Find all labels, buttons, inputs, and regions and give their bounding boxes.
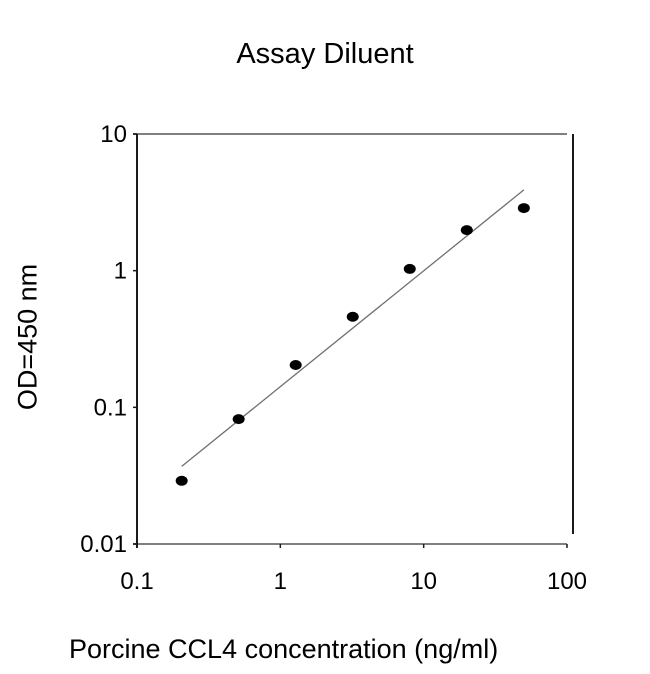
chart-title: Assay Diluent: [236, 38, 414, 70]
data-point: [232, 414, 245, 425]
x-tick-label: 100: [547, 568, 587, 595]
data-point: [517, 203, 530, 214]
axis-ticks: 0.1 1 10 100 0.01 0.1 1 10: [80, 121, 587, 595]
y-tick-label: 0.1: [94, 394, 127, 421]
y-tick-label: 10: [100, 121, 127, 148]
data-point: [175, 475, 188, 486]
data-point: [460, 225, 473, 236]
y-tick-label: 0.01: [80, 531, 127, 558]
data-point: [403, 263, 416, 274]
y-tick-label: 1: [114, 258, 127, 285]
plot-frame: [133, 133, 574, 548]
data-point: [346, 311, 359, 322]
x-tick-label: 1: [274, 568, 287, 595]
x-tick-label: 10: [410, 568, 437, 595]
data-point: [289, 360, 302, 371]
x-tick-label: 0.1: [120, 568, 153, 595]
data-points: [175, 203, 530, 486]
x-axis-label: Porcine CCL4 concentration (ng/ml): [69, 634, 499, 664]
